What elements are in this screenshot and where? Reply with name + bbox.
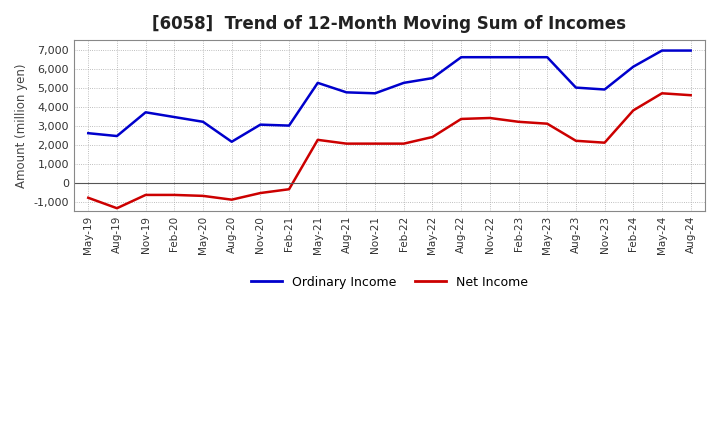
Ordinary Income <box>514 55 523 60</box>
Legend: Ordinary Income, Net Income: Ordinary Income, Net Income <box>246 271 534 294</box>
Ordinary Income <box>199 119 207 125</box>
Net Income <box>514 119 523 125</box>
Ordinary Income <box>371 91 379 96</box>
Ordinary Income <box>400 80 408 85</box>
Ordinary Income <box>485 55 494 60</box>
Net Income <box>371 141 379 146</box>
Net Income <box>485 115 494 121</box>
Y-axis label: Amount (million yen): Amount (million yen) <box>15 63 28 188</box>
Line: Ordinary Income: Ordinary Income <box>89 51 690 142</box>
Net Income <box>342 141 351 146</box>
Net Income <box>84 195 93 200</box>
Net Income <box>686 92 695 98</box>
Ordinary Income <box>284 123 293 128</box>
Net Income <box>170 192 179 198</box>
Net Income <box>600 140 609 145</box>
Net Income <box>457 116 466 121</box>
Ordinary Income <box>457 55 466 60</box>
Net Income <box>572 138 580 143</box>
Ordinary Income <box>657 48 666 53</box>
Ordinary Income <box>600 87 609 92</box>
Ordinary Income <box>342 90 351 95</box>
Net Income <box>313 137 322 143</box>
Net Income <box>657 91 666 96</box>
Ordinary Income <box>543 55 552 60</box>
Net Income <box>141 192 150 198</box>
Net Income <box>629 108 638 113</box>
Net Income <box>199 193 207 198</box>
Ordinary Income <box>256 122 265 127</box>
Ordinary Income <box>686 48 695 53</box>
Ordinary Income <box>170 114 179 120</box>
Line: Net Income: Net Income <box>89 93 690 208</box>
Net Income <box>112 205 121 211</box>
Ordinary Income <box>84 131 93 136</box>
Ordinary Income <box>228 139 236 144</box>
Ordinary Income <box>428 76 437 81</box>
Ordinary Income <box>141 110 150 115</box>
Net Income <box>284 187 293 192</box>
Net Income <box>256 191 265 196</box>
Ordinary Income <box>629 64 638 70</box>
Title: [6058]  Trend of 12-Month Moving Sum of Incomes: [6058] Trend of 12-Month Moving Sum of I… <box>153 15 626 33</box>
Net Income <box>400 141 408 146</box>
Ordinary Income <box>313 80 322 85</box>
Ordinary Income <box>572 85 580 90</box>
Net Income <box>543 121 552 126</box>
Net Income <box>228 197 236 202</box>
Net Income <box>428 134 437 139</box>
Ordinary Income <box>112 133 121 139</box>
